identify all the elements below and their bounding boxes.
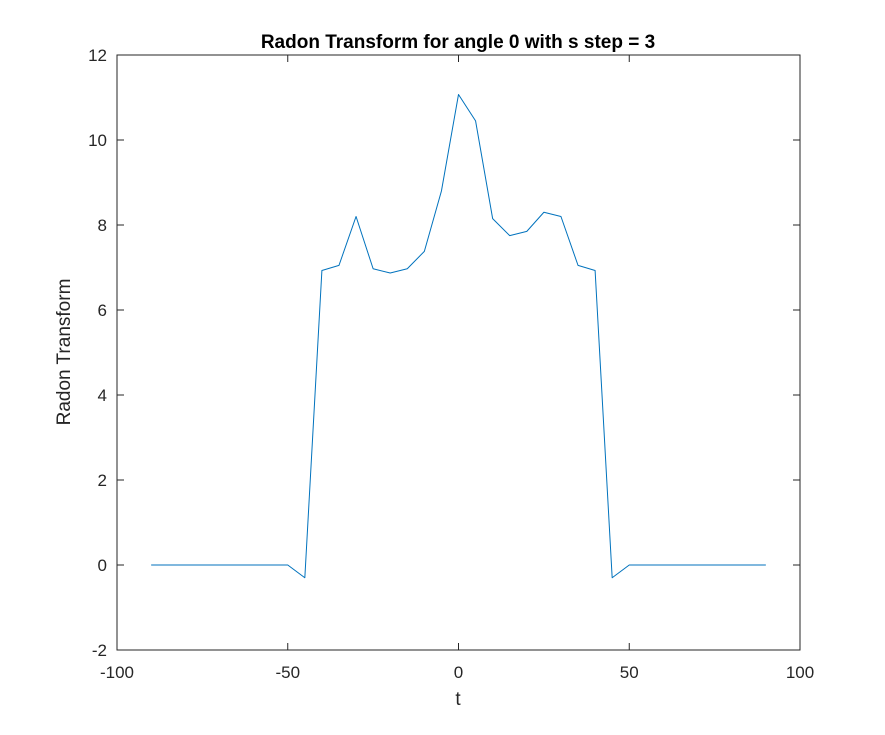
y-tick-label: 10 (88, 131, 107, 150)
y-tick-label: 2 (98, 471, 107, 490)
y-tick-label: 12 (88, 46, 107, 65)
axes-box (117, 55, 800, 650)
chart-title: Radon Transform for angle 0 with s step … (261, 32, 655, 53)
x-tick-label: 100 (786, 663, 814, 682)
x-tick-label: -100 (100, 663, 134, 682)
axes (117, 55, 800, 650)
x-tick-label: -50 (275, 663, 300, 682)
y-tick-label: 4 (98, 386, 107, 405)
x-tick-label: 0 (454, 663, 463, 682)
y-tick-label: 8 (98, 216, 107, 235)
x-axis-label: t (455, 689, 461, 710)
x-tick-label: 50 (620, 663, 639, 682)
y-tick-label: 6 (98, 301, 107, 320)
y-tick-label: 0 (98, 556, 107, 575)
y-axis-label: Radon Transform (54, 279, 75, 426)
y-tick-label: -2 (92, 641, 107, 660)
